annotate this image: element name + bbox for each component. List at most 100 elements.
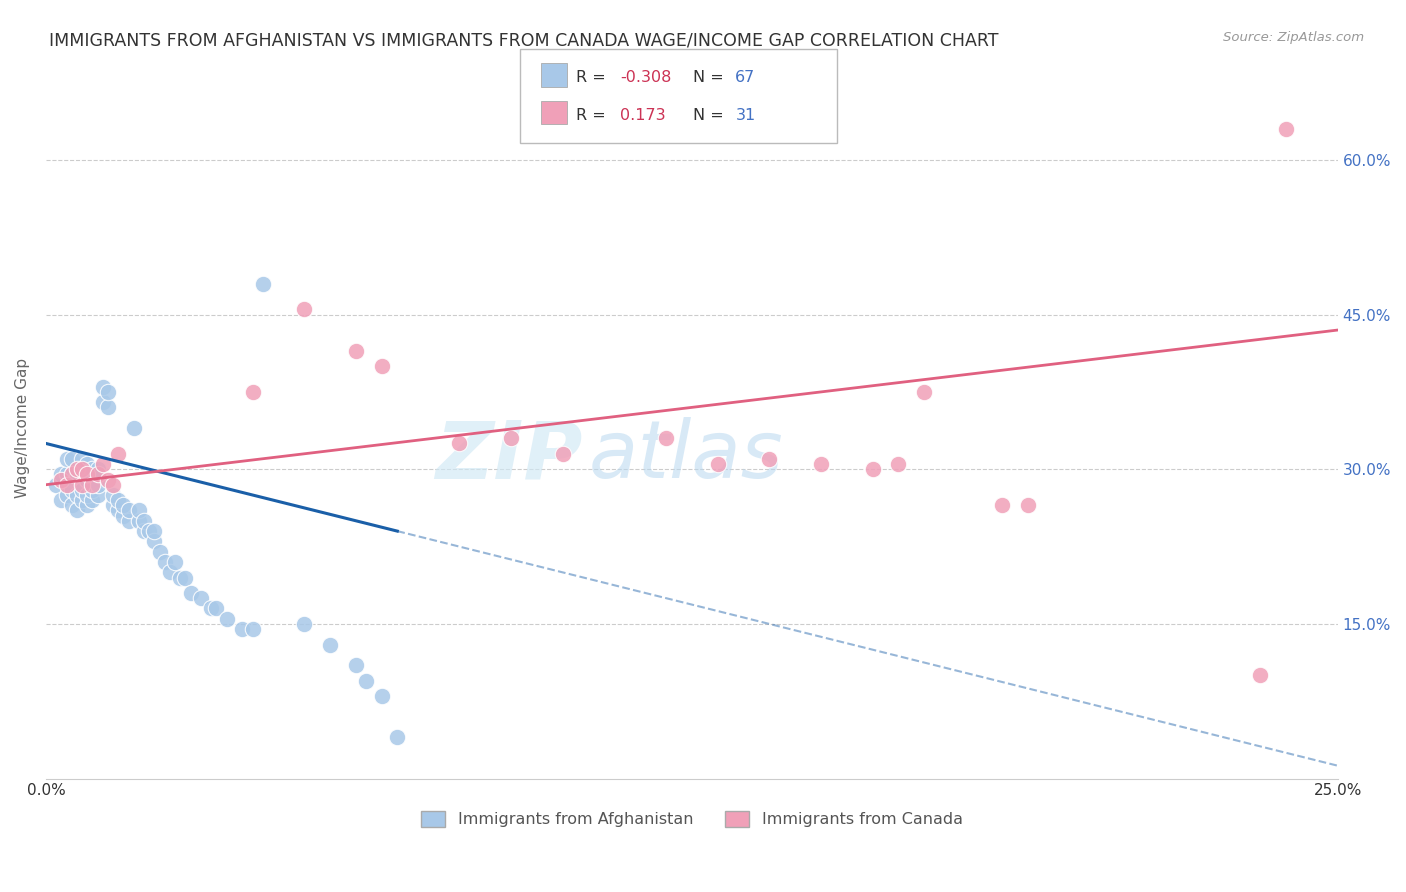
Point [60,452,83,467]
Point [107,503,129,517]
Point [97,401,120,415]
Point [215,612,238,626]
Point [76,457,98,471]
Point [319,638,342,652]
Point [190,591,212,606]
Point [371,359,394,373]
Point [706,457,728,471]
Point [128,503,150,517]
Text: -0.308: -0.308 [620,70,672,85]
Point [1249,668,1271,682]
Point [180,586,202,600]
Point [200,601,222,615]
Point [159,566,181,580]
Point [344,658,367,673]
Point [60,483,83,497]
Point [174,570,197,584]
Point [60,499,83,513]
Point [292,616,315,631]
Point [70,477,93,491]
Point [60,467,83,482]
Point [758,452,780,467]
Point [122,421,145,435]
Text: N =: N = [693,108,730,122]
Point [51,467,73,482]
Point [371,689,394,703]
Point [912,384,935,399]
Point [499,431,522,445]
Point [862,462,884,476]
Point [551,447,574,461]
Point [205,601,228,615]
Text: N =: N = [693,70,730,85]
Point [231,622,253,636]
Point [55,452,77,467]
Point [117,503,139,517]
Point [55,467,77,482]
Point [107,447,129,461]
Point [810,457,832,471]
Point [55,477,77,491]
Point [153,555,176,569]
Point [76,467,98,482]
Text: atlas: atlas [589,417,783,495]
Point [76,488,98,502]
Point [97,473,120,487]
Point [66,503,89,517]
Point [128,514,150,528]
Point [887,457,910,471]
Legend: Immigrants from Afghanistan, Immigrants from Canada: Immigrants from Afghanistan, Immigrants … [415,805,969,834]
Point [66,462,89,476]
Point [112,499,135,513]
Text: IMMIGRANTS FROM AFGHANISTAN VS IMMIGRANTS FROM CANADA WAGE/INCOME GAP CORRELATIO: IMMIGRANTS FROM AFGHANISTAN VS IMMIGRANT… [49,31,998,49]
Point [70,462,93,476]
Point [82,493,104,508]
Point [66,488,89,502]
Point [70,467,93,482]
Point [86,467,108,482]
Point [112,508,135,523]
Text: 31: 31 [735,108,755,122]
Point [101,499,124,513]
Point [76,473,98,487]
Point [165,555,187,569]
Point [86,462,108,476]
Point [82,483,104,497]
Text: ZIP: ZIP [434,417,582,495]
Point [86,488,108,502]
Point [97,384,120,399]
Point [134,514,156,528]
Point [86,477,108,491]
Point [387,731,409,745]
Point [242,384,264,399]
Point [169,570,191,584]
Point [91,457,114,471]
Point [66,467,89,482]
Y-axis label: Wage/Income Gap: Wage/Income Gap [15,358,30,498]
Point [55,488,77,502]
Point [149,545,172,559]
Point [655,431,678,445]
Point [101,477,124,491]
Point [51,493,73,508]
Point [70,493,93,508]
Point [991,499,1014,513]
Point [134,524,156,538]
Point [45,477,67,491]
Point [107,493,129,508]
Text: 0.173: 0.173 [620,108,665,122]
Point [1017,499,1039,513]
Text: 67: 67 [735,70,755,85]
Point [91,380,114,394]
Point [82,462,104,476]
Text: R =: R = [576,70,612,85]
Point [292,302,315,317]
Point [242,622,264,636]
Point [356,673,378,688]
Text: R =: R = [576,108,612,122]
Point [51,473,73,487]
Text: Source: ZipAtlas.com: Source: ZipAtlas.com [1223,31,1364,45]
Point [252,277,274,291]
Point [101,488,124,502]
Point [117,514,139,528]
